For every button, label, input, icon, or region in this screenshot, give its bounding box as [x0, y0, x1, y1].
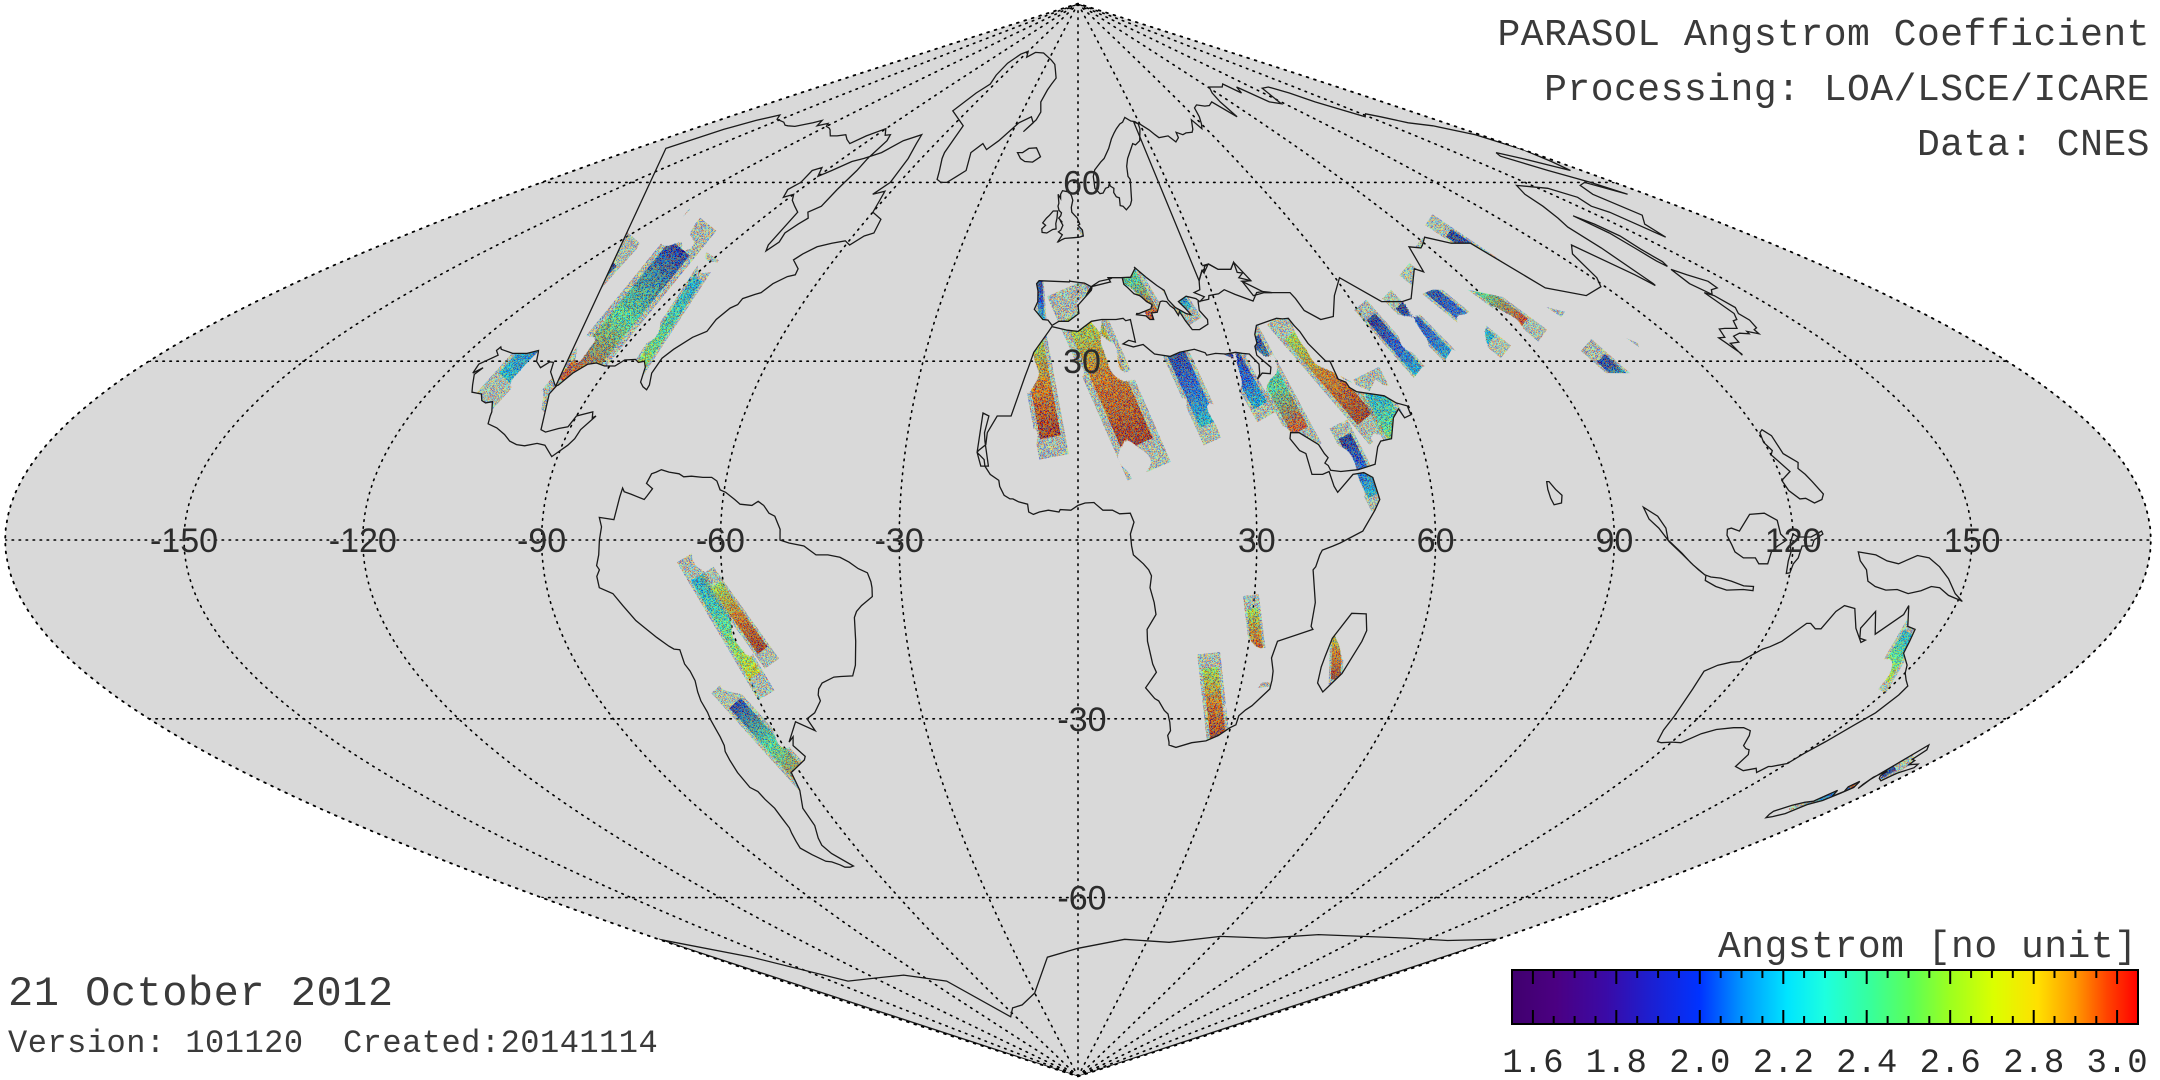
svg-text:90: 90 — [1595, 522, 1633, 560]
svg-text:2.0: 2.0 — [1669, 1045, 1730, 1080]
svg-text:2.8: 2.8 — [2003, 1045, 2064, 1080]
svg-text:-30: -30 — [875, 522, 924, 560]
svg-text:1.6: 1.6 — [1502, 1045, 1563, 1080]
svg-text:30: 30 — [1238, 522, 1276, 560]
svg-text:150: 150 — [1944, 522, 2001, 560]
svg-text:1.8: 1.8 — [1586, 1045, 1647, 1080]
svg-text:-150: -150 — [150, 522, 218, 560]
svg-text:2.6: 2.6 — [1920, 1045, 1981, 1080]
svg-text:-60: -60 — [1057, 880, 1106, 918]
svg-text:-90: -90 — [517, 522, 566, 560]
svg-text:-120: -120 — [329, 522, 397, 560]
svg-text:60: 60 — [1417, 522, 1455, 560]
svg-text:60: 60 — [1063, 164, 1101, 202]
svg-text:2.4: 2.4 — [1836, 1045, 1897, 1080]
svg-text:-30: -30 — [1057, 701, 1106, 739]
svg-text:3.0: 3.0 — [2086, 1045, 2147, 1080]
svg-text:2.2: 2.2 — [1753, 1045, 1814, 1080]
svg-text:120: 120 — [1765, 522, 1822, 560]
svg-text:30: 30 — [1063, 343, 1101, 381]
svg-text:-60: -60 — [696, 522, 745, 560]
